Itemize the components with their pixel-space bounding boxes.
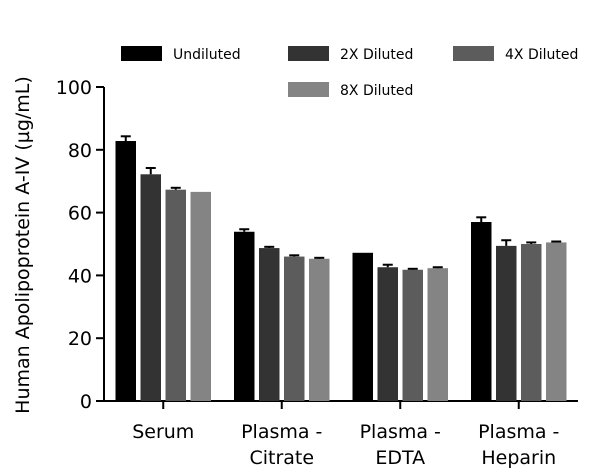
bar: [521, 244, 542, 401]
legend-label: 2X Diluted: [340, 47, 413, 63]
y-tick-label: 80: [68, 140, 92, 162]
bar: [190, 191, 211, 401]
bar: [427, 268, 448, 401]
legend-swatch: [288, 46, 329, 61]
legend-label: Undiluted: [173, 47, 241, 63]
y-tick-label: 0: [80, 391, 92, 413]
x-tick-label: Plasma - Citrate: [241, 421, 322, 469]
y-tick-label: 100: [56, 77, 92, 99]
bar: [377, 267, 398, 401]
bar: [140, 174, 161, 401]
x-tick-label-line: Serum: [132, 421, 194, 443]
y-axis-label: Human Apolipoprotein A-IV (µg/mL): [12, 76, 34, 414]
bar: [259, 248, 280, 401]
y-tick-label: 60: [68, 203, 92, 225]
bar: [402, 269, 423, 401]
x-tick-label-line: Citrate: [249, 447, 314, 469]
bar: [165, 189, 186, 401]
bars: [115, 135, 567, 401]
x-tick-label-line: Plasma -: [241, 421, 322, 443]
bar: [284, 256, 305, 401]
x-tick-label: Plasma - Heparin: [478, 421, 559, 469]
legend-label: 8X Diluted: [340, 83, 413, 99]
bar: [546, 242, 567, 401]
x-tick-label-line: Plasma -: [478, 421, 559, 443]
bar: [496, 245, 517, 401]
x-tick-label-line: Heparin: [481, 447, 556, 469]
x-tick-label: Serum: [132, 421, 194, 443]
y-tick-label: 40: [68, 265, 92, 287]
y-axis: 0 20 40 60 80 100: [56, 77, 105, 413]
legend: Undiluted 2X Diluted 4X Diluted 8X Diluted: [121, 46, 578, 99]
legend-swatch: [121, 46, 162, 61]
y-tick-label: 20: [68, 328, 92, 350]
x-tick-label-line: EDTA: [375, 447, 425, 469]
x-tick-label-line: Plasma -: [360, 421, 441, 443]
legend-swatch: [453, 46, 494, 61]
bar: [309, 258, 330, 401]
bar: [234, 231, 255, 401]
bar: [471, 222, 492, 401]
bar: [352, 252, 373, 401]
x-tick-label: Plasma - EDTA: [360, 421, 441, 469]
legend-label: 4X Diluted: [505, 47, 578, 63]
bar: [115, 141, 136, 401]
legend-swatch: [288, 82, 329, 97]
